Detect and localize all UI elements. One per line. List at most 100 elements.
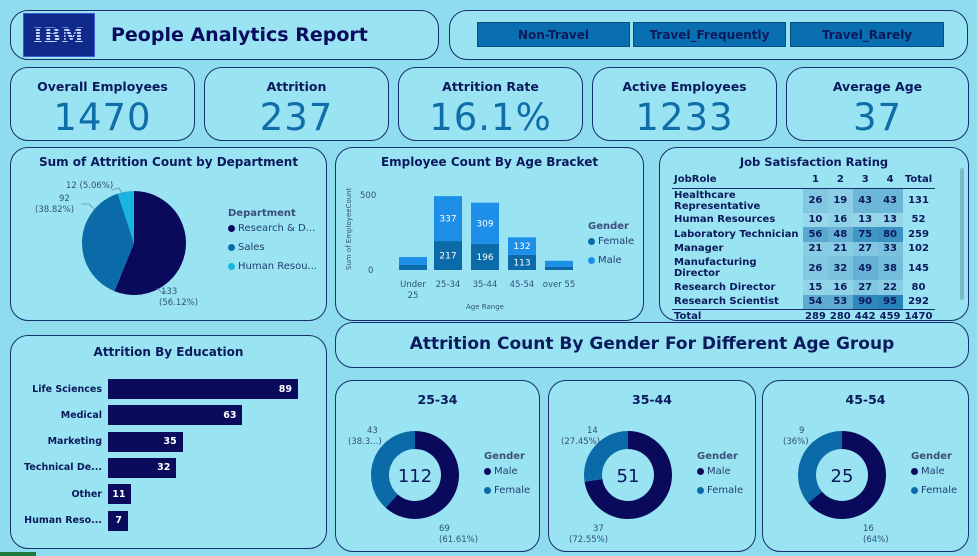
logo-text: IBM — [33, 23, 85, 47]
age-bracket-card: Employee Count By Age Bracket Sum of Emp… — [335, 147, 644, 321]
bar-male-1[interactable] — [434, 196, 462, 242]
education-bar[interactable]: 11 — [108, 484, 132, 505]
header-total[interactable]: Total — [902, 172, 935, 189]
bar-female-3[interactable] — [508, 254, 536, 270]
bar-female-2[interactable] — [471, 243, 499, 270]
education-bar[interactable]: 35 — [108, 431, 183, 452]
row-label: Healthcare Representative — [674, 189, 761, 212]
pie-slice-research-development[interactable] — [114, 191, 186, 295]
education-bar[interactable]: 63 — [108, 405, 243, 426]
kpi-value: 1233 — [635, 96, 734, 139]
donut-segment-female[interactable] — [798, 431, 842, 504]
donut-segment-male[interactable] — [808, 431, 886, 519]
pie-slice-sales[interactable] — [81, 193, 134, 292]
header-2[interactable]: 2 — [827, 172, 853, 189]
travel-filter-card: Non-Travel Travel_Frequently Travel_Rare… — [449, 10, 968, 60]
bar-male-3[interactable] — [508, 237, 536, 255]
header-1[interactable]: 1 — [803, 172, 828, 189]
donut-card-45-54: 45-54 25 9 (36%) 16 (64%) Gender Male Fe… — [762, 380, 969, 552]
donut-chart-45-54: 25 9 (36%) 16 (64%) — [783, 426, 889, 545]
bar-male-2[interactable] — [471, 202, 499, 244]
legend-dot — [228, 225, 235, 232]
header-jobrole[interactable]: JobRole — [672, 172, 803, 189]
page-title: People Analytics Report — [111, 24, 368, 46]
pie-slice-human-resources[interactable] — [117, 191, 134, 243]
table-cell: 54 — [803, 294, 828, 309]
pie-label-sales-pct: (38.82%) — [35, 205, 74, 215]
table-row[interactable]: Laboratory Technician 56 48 75 80 259 — [672, 227, 935, 242]
education-label: Marketing — [47, 436, 102, 448]
table-row[interactable]: Manager 21 21 27 33 102 — [672, 241, 935, 256]
donut-male-value: 37 — [593, 524, 604, 534]
row-label: Manager — [674, 243, 724, 255]
kpi-attrition: Attrition 237 — [204, 67, 389, 141]
table-row[interactable]: Research Scientist 54 53 90 95 292 — [672, 294, 935, 309]
donut-card-25-34: 25-34 112 43 (38.3...) 69 (61.61%) Gende… — [335, 380, 540, 552]
legend-item-male[interactable]: Male — [911, 466, 957, 477]
education-row[interactable]: Human Reso... 7 — [11, 510, 128, 531]
total-label: Total — [672, 308, 803, 320]
education-bar[interactable]: 7 — [108, 510, 128, 531]
education-row[interactable]: Other 11 — [11, 484, 132, 505]
table-cell: 13 — [852, 212, 878, 227]
y-tick-500: 500 — [360, 191, 376, 201]
bar-male-4[interactable] — [545, 260, 573, 267]
education-bar[interactable]: 89 — [108, 379, 298, 399]
legend-item-female[interactable]: Female — [911, 485, 957, 496]
department-pie-card: Sum of Attrition Count by Department 12 … — [10, 147, 327, 321]
filter-non-travel-button[interactable]: Non-Travel — [477, 22, 630, 47]
department-legend: Department Research & D... Sales Human R… — [228, 208, 317, 280]
kpi-attrition-rate: Attrition Rate 16.1% — [398, 67, 583, 141]
donut-segment-female[interactable] — [584, 431, 628, 482]
header-3[interactable]: 3 — [852, 172, 878, 189]
table-row[interactable]: Human Resources 10 16 13 13 52 — [672, 212, 935, 227]
education-row[interactable]: Marketing 35 — [11, 431, 183, 452]
bar-female-0[interactable] — [399, 264, 427, 270]
legend-title: Gender — [484, 451, 525, 462]
legend-item-male[interactable]: Male — [484, 466, 530, 477]
table-row[interactable]: Manufacturing Director 26 32 49 38 145 — [672, 256, 935, 280]
legend-item-female[interactable]: Female — [697, 485, 743, 496]
bar-female-1[interactable] — [434, 241, 462, 270]
header-4[interactable]: 4 — [877, 172, 903, 189]
chart-title: Sum of Attrition Count by Department — [38, 155, 299, 169]
table-cell: 33 — [877, 241, 903, 256]
donut-female-pct: (27.45%) — [561, 437, 600, 447]
legend-item-hr[interactable]: Human Resou... — [228, 261, 317, 272]
table-cell: 38 — [877, 256, 903, 280]
x-tick-45-54: 45-54 — [510, 280, 535, 290]
pie-label-hr: 12 (5.06%) — [66, 181, 113, 191]
education-row[interactable]: Medical 63 — [11, 405, 243, 426]
chart-title: Attrition By Education — [93, 345, 244, 359]
donut-center-value: 112 — [398, 466, 432, 487]
donut-segment-male[interactable] — [584, 431, 672, 519]
education-label: Life Sciences — [32, 383, 102, 395]
legend-item-female[interactable]: Female — [588, 236, 634, 247]
table-row[interactable]: Healthcare Representative 26 19 43 43 131 — [672, 188, 935, 213]
filter-travel-rarely-button[interactable]: Travel_Rarely — [790, 22, 944, 47]
kpi-label: Active Employees — [622, 79, 747, 94]
legend-item-male[interactable]: Male — [588, 255, 634, 266]
legend-item-female[interactable]: Female — [484, 485, 530, 496]
education-row[interactable]: Life Sciences 89 — [11, 379, 298, 399]
education-row[interactable]: Technical De... 32 — [11, 457, 177, 478]
leader-line — [111, 187, 124, 196]
legend-title: Gender — [588, 221, 629, 232]
education-bar[interactable]: 32 — [108, 457, 177, 478]
table-cell: 16 — [827, 212, 853, 227]
bar-female-4[interactable] — [545, 266, 573, 270]
table-cell: 26 — [803, 188, 828, 213]
table-scrollbar[interactable] — [960, 168, 964, 300]
donut-segment-male[interactable] — [385, 431, 459, 519]
legend-item-research[interactable]: Research & D... — [228, 223, 317, 234]
table-row[interactable]: Research Director 15 16 27 22 80 — [672, 280, 935, 295]
donut-segment-female[interactable] — [371, 431, 415, 508]
table-cell: 43 — [852, 188, 878, 213]
legend-item-sales[interactable]: Sales — [228, 242, 317, 253]
legend-item-male[interactable]: Male — [697, 466, 743, 477]
bar-label-male-3: 132 — [513, 242, 530, 252]
bar-label-female-3: 113 — [513, 258, 530, 268]
filter-travel-frequently-button[interactable]: Travel_Frequently — [633, 22, 786, 47]
gender-legend: Gender Female Male — [588, 221, 634, 274]
bar-male-0[interactable] — [399, 257, 427, 265]
